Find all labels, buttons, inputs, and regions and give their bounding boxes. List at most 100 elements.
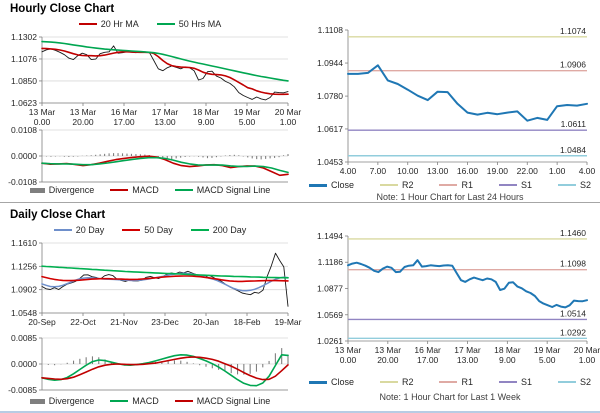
svg-text:0.00: 0.00 xyxy=(340,355,357,365)
svg-text:1.0623: 1.0623 xyxy=(11,98,37,108)
svg-text:1.0617: 1.0617 xyxy=(317,124,343,134)
svg-text:1.0611: 1.0611 xyxy=(561,119,587,129)
svg-text:1.0292: 1.0292 xyxy=(560,327,586,337)
svg-text:0.0000: 0.0000 xyxy=(11,151,37,161)
daily-row: Daily Close Chart 20 Day 50 Day 200 Day 1.… xyxy=(0,203,600,413)
macd-signal-line-swatch-icon xyxy=(174,189,193,191)
legend-item-divergence: Divergence xyxy=(29,185,95,195)
legend-label: 20 Day xyxy=(75,225,105,235)
svg-text:1.1108: 1.1108 xyxy=(318,25,344,35)
svg-text:1.1098: 1.1098 xyxy=(560,259,586,269)
svg-text:5.00: 5.00 xyxy=(539,355,556,365)
svg-text:9.00: 9.00 xyxy=(198,117,215,127)
svg-text:1.00: 1.00 xyxy=(549,166,566,176)
svg-text:19-Mar: 19-Mar xyxy=(275,317,302,327)
svg-text:18 Mar: 18 Mar xyxy=(193,107,220,117)
svg-text:20 Mar: 20 Mar xyxy=(574,345,600,355)
svg-text:19.00: 19.00 xyxy=(487,166,509,176)
svg-text:16 Mar: 16 Mar xyxy=(111,107,138,117)
legend-label: 200 Day xyxy=(212,225,247,235)
svg-text:1.0944: 1.0944 xyxy=(317,58,343,68)
legend-item-200-day: 200 Day xyxy=(190,225,247,235)
close-swatch-icon xyxy=(308,183,327,187)
divergence-swatch-icon xyxy=(29,187,45,193)
hourly-close-panel: Hourly Close Chart 20 Hr MA 50 Hrs MA 1.1… xyxy=(0,0,301,202)
legend-label: 50 Hrs MA xyxy=(178,19,222,29)
legend-item-macd-signal-line: MACD Signal Line xyxy=(174,185,271,195)
20-hr-ma-swatch-icon xyxy=(78,23,97,25)
divergence-swatch-icon xyxy=(29,398,45,404)
legend-item-macd-signal-line: MACD Signal Line xyxy=(174,396,271,406)
svg-text:1.1494: 1.1494 xyxy=(317,231,343,241)
legend-label: Close xyxy=(330,377,354,387)
legend-label: S2 xyxy=(580,180,592,190)
legend-item-r1: R1 xyxy=(439,377,473,387)
legend-label: R2 xyxy=(401,377,414,387)
svg-text:1.0877: 1.0877 xyxy=(317,284,343,294)
200-day-swatch-icon xyxy=(190,229,209,231)
daily-chart-title: Daily Close Chart xyxy=(10,209,106,221)
close-swatch-icon xyxy=(308,380,327,384)
svg-text:0.0108: 0.0108 xyxy=(11,125,37,135)
svg-text:1.0902: 1.0902 xyxy=(11,285,37,295)
legend-label: MACD xyxy=(132,185,159,195)
svg-text:17 Mar: 17 Mar xyxy=(152,107,179,117)
macd-swatch-icon xyxy=(110,189,129,191)
svg-text:20-Sep: 20-Sep xyxy=(28,317,56,327)
svg-text:13.00: 13.00 xyxy=(427,166,449,176)
svg-text:1.00: 1.00 xyxy=(579,355,596,365)
macd-signal-line-swatch-icon xyxy=(174,400,193,402)
svg-text:1.1610: 1.1610 xyxy=(11,238,37,248)
svg-text:1.0261: 1.0261 xyxy=(317,336,343,346)
s2-swatch-icon xyxy=(558,184,577,186)
weekly-support-resistance-chart: 1.1494 1.1186 1.0877 1.0569 1.0261 1.1460 1.10… xyxy=(317,228,600,365)
svg-text:1.0453: 1.0453 xyxy=(317,157,343,167)
svg-text:7.00: 7.00 xyxy=(370,166,387,176)
svg-text:23-Dec: 23-Dec xyxy=(151,317,179,327)
legend-label: R1 xyxy=(461,377,473,387)
svg-text:1.1076: 1.1076 xyxy=(11,54,37,64)
50-hrs-ma-swatch-icon xyxy=(156,23,175,25)
legend-label: 50 Day xyxy=(144,225,173,235)
hourly-sr-note: Note: 1 Hour Chart for Last 24 Hours xyxy=(376,192,524,202)
legend-item-r2: R2 xyxy=(379,377,414,387)
hourly-support-resistance-chart: 1.1108 1.0944 1.0780 1.0617 1.0453 1.1074 1.09… xyxy=(317,25,596,176)
svg-text:21-Nov: 21-Nov xyxy=(110,317,138,327)
legend-label: Close xyxy=(330,180,354,190)
legend-item-50-day: 50 Day xyxy=(122,225,173,235)
svg-text:1.00: 1.00 xyxy=(280,117,297,127)
svg-text:1.0548: 1.0548 xyxy=(11,308,37,318)
hourly-sr-legend: Close R2 R1 S1 S2 xyxy=(300,180,600,190)
svg-text:18-Feb: 18-Feb xyxy=(234,317,261,327)
macd-swatch-icon xyxy=(110,400,129,402)
daily-macd-legend: Divergence MACD MACD Signal Line xyxy=(0,396,300,406)
legend-label: Divergence xyxy=(48,185,95,195)
legend-item-20-day: 20 Day xyxy=(53,225,105,235)
hourly-ma-legend: 20 Hr MA 50 Hrs MA xyxy=(0,19,300,29)
svg-text:0.0085: 0.0085 xyxy=(11,333,37,343)
svg-text:0.00: 0.00 xyxy=(34,117,51,127)
legend-item-s2: S2 xyxy=(558,180,591,190)
svg-text:1.1302: 1.1302 xyxy=(11,32,37,42)
legend-label: MACD Signal Line xyxy=(196,185,271,195)
s1-swatch-icon xyxy=(499,184,517,186)
svg-text:19 Mar: 19 Mar xyxy=(534,345,561,355)
daily-macd-chart: 0.0085 0.0000 -0.0085 xyxy=(8,333,289,395)
r1-swatch-icon xyxy=(439,381,458,383)
svg-text:13 Mar: 13 Mar xyxy=(29,107,56,117)
legend-item-macd: MACD xyxy=(110,185,159,195)
s1-swatch-icon xyxy=(499,381,517,383)
legend-label: R1 xyxy=(461,180,473,190)
svg-text:1.0850: 1.0850 xyxy=(11,76,37,86)
weekly-sr-legend: Close R2 R1 S1 S2 xyxy=(300,377,600,387)
svg-text:1.0514: 1.0514 xyxy=(560,308,586,318)
weekly-sr-panel: 1.1494 1.1186 1.0877 1.0569 1.0261 1.1460 1.10… xyxy=(300,203,600,411)
svg-text:20.00: 20.00 xyxy=(72,117,94,127)
legend-item-close: Close xyxy=(308,377,354,387)
svg-text:20-Jan: 20-Jan xyxy=(193,317,219,327)
legend-label: MACD Signal Line xyxy=(196,396,271,406)
svg-text:17.00: 17.00 xyxy=(113,117,135,127)
svg-text:13 Mar: 13 Mar xyxy=(335,345,362,355)
